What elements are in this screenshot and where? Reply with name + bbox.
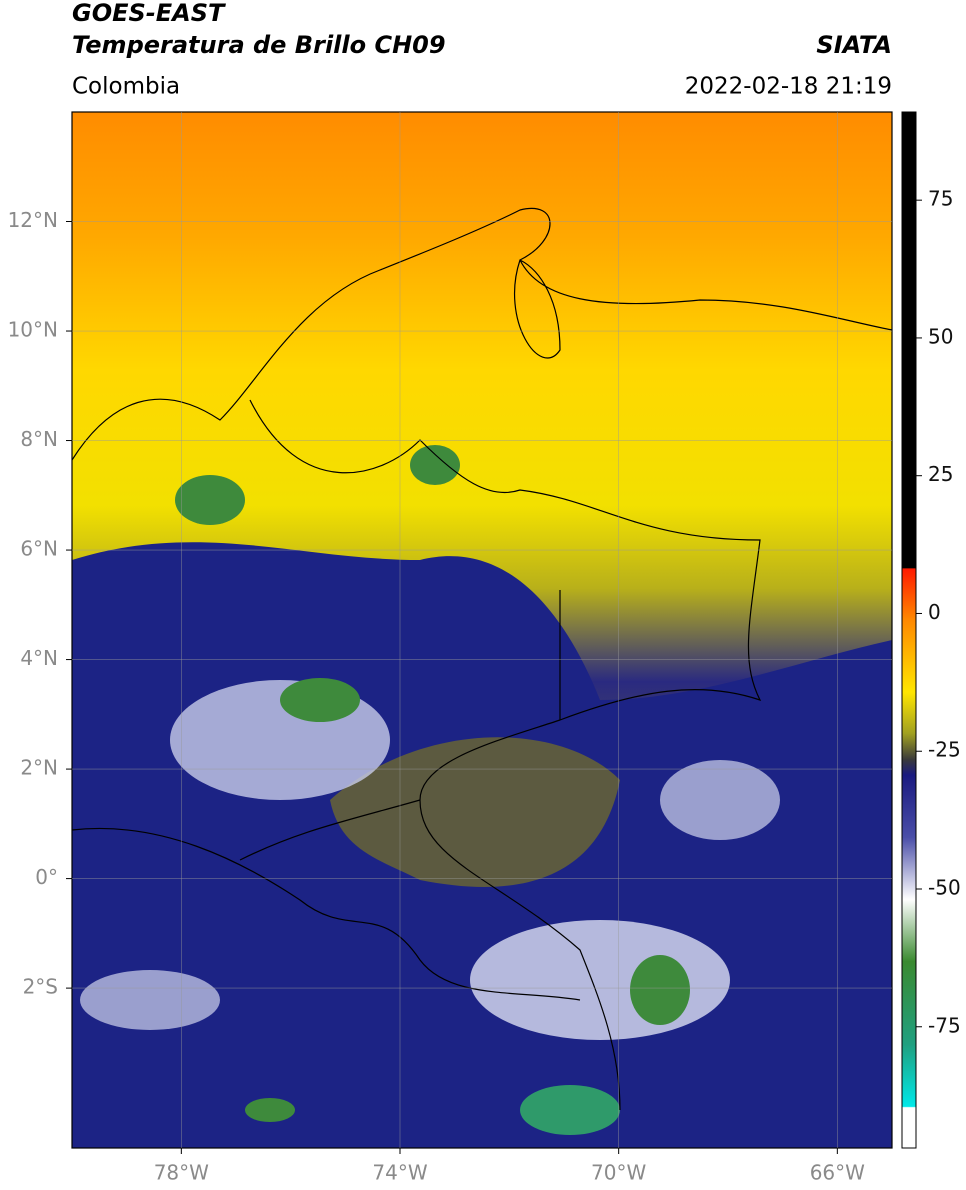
colorbar bbox=[901, 111, 917, 1149]
colorbar-tick-label: 75 bbox=[928, 187, 953, 211]
cloud-top bbox=[245, 1098, 295, 1122]
region: Colombia bbox=[72, 74, 180, 100]
y-tick-label: 2°S bbox=[23, 975, 58, 999]
source: SIATA bbox=[816, 31, 892, 59]
x-tick-label: 66°W bbox=[810, 1161, 865, 1185]
map-frame bbox=[71, 111, 893, 1149]
cloud-top bbox=[280, 678, 360, 722]
colorbar-tick-label: 50 bbox=[928, 324, 953, 348]
cloud-top bbox=[630, 955, 690, 1025]
satellite-image bbox=[72, 112, 892, 1148]
y-tick-label: 0° bbox=[35, 865, 58, 889]
y-tick-label: 6°N bbox=[20, 537, 58, 561]
cloud bbox=[660, 760, 780, 840]
cloud-top bbox=[175, 475, 245, 525]
y-tick-label: 8°N bbox=[20, 427, 58, 451]
warm-patch bbox=[330, 737, 620, 887]
title: GOES-EAST bbox=[72, 0, 226, 27]
cloud bbox=[470, 920, 730, 1040]
colorbar-tick-label: 25 bbox=[928, 462, 953, 486]
cloud-top bbox=[410, 445, 460, 485]
y-tick-label: 10°N bbox=[8, 318, 58, 342]
cloud-top bbox=[520, 1085, 620, 1135]
datetime: 2022-02-18 21:19 bbox=[685, 74, 892, 100]
x-tick-label: 74°W bbox=[372, 1161, 427, 1185]
colorbar-tick-label: -25 bbox=[928, 738, 961, 762]
y-tick-label: 2°N bbox=[20, 756, 58, 780]
colorbar-tick-label: 0 bbox=[928, 600, 941, 624]
x-tick-label: 78°W bbox=[154, 1161, 209, 1185]
x-tick-label: 70°W bbox=[591, 1161, 646, 1185]
subtitle: Temperatura de Brillo CH09 bbox=[72, 31, 446, 59]
y-tick-label: 4°N bbox=[20, 646, 58, 670]
borders bbox=[72, 207, 892, 1111]
y-tick-label: 12°N bbox=[8, 208, 58, 232]
colorbar-tick-label: -75 bbox=[928, 1013, 961, 1037]
colorbar-tick-label: -50 bbox=[928, 876, 961, 900]
cloud bbox=[80, 970, 220, 1030]
